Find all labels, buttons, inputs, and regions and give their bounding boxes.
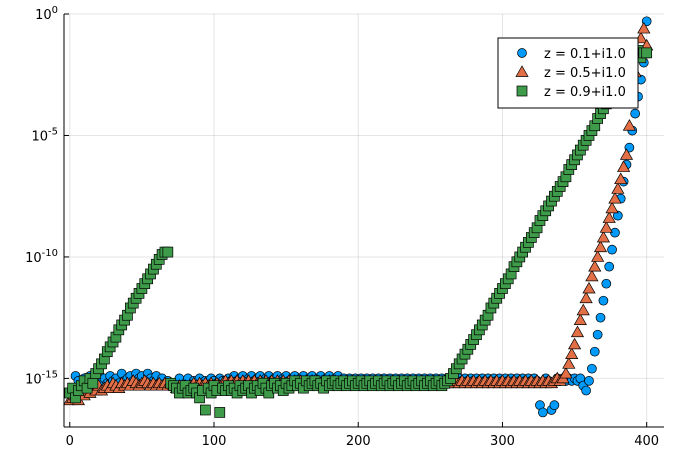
data-point	[537, 407, 548, 418]
data-point	[614, 172, 628, 185]
axes	[63, 13, 664, 428]
data-point	[593, 240, 608, 253]
legend-label: z = 0.5+i1.0	[544, 66, 626, 81]
data-point	[611, 182, 625, 194]
data-point	[592, 329, 603, 340]
data-point	[589, 346, 600, 357]
data-point	[612, 210, 623, 221]
data-point	[573, 313, 587, 325]
data-point	[630, 108, 641, 119]
data-point	[595, 312, 606, 323]
data-point	[601, 278, 612, 289]
y-tick-label: 100	[35, 5, 58, 23]
y-tick-exponent: -10	[42, 248, 58, 259]
legend-marker	[515, 65, 529, 77]
data-point	[585, 269, 599, 282]
data-point	[637, 21, 651, 34]
data-point	[641, 47, 653, 59]
data-point	[549, 400, 560, 410]
data-point	[602, 211, 616, 223]
x-tick-label: 300	[490, 434, 515, 449]
y-tick-label: 10-10	[25, 248, 58, 266]
data-point	[598, 295, 609, 306]
data-point	[605, 201, 619, 214]
legend-marker	[517, 48, 527, 58]
data-point	[587, 363, 597, 374]
data-point	[599, 221, 613, 233]
data-point	[622, 119, 636, 131]
data-point	[607, 244, 617, 255]
legend: z = 0.1+i1.0 z = 0.5+i1.0 z = 0.9+i1.0	[497, 37, 639, 109]
y-tick-base: 10	[35, 8, 52, 23]
data-point	[588, 259, 602, 272]
data-point	[579, 291, 593, 304]
data-point	[582, 281, 596, 294]
y-tick-exponent: -15	[42, 369, 58, 380]
x-tick-label: 400	[634, 434, 659, 449]
data-point	[591, 250, 605, 262]
data-point	[610, 227, 620, 238]
y-tick-base: 10	[25, 251, 42, 266]
data-point	[617, 160, 631, 172]
data-point	[565, 347, 579, 359]
data-point	[619, 148, 634, 160]
y-tick-label: 10-15	[25, 369, 58, 387]
data-point	[576, 303, 590, 316]
data-point	[567, 337, 582, 350]
data-point	[604, 261, 615, 272]
data-point	[87, 377, 99, 389]
y-tick-base: 10	[31, 129, 48, 144]
legend-marker	[516, 85, 528, 97]
data-point	[214, 407, 226, 418]
x-tick-label: 100	[202, 434, 227, 449]
legend-label: z = 0.9+i1.0	[544, 85, 626, 100]
x-tick-label: 0	[66, 434, 74, 449]
data-point	[562, 357, 576, 369]
data-point	[581, 385, 591, 396]
y-tick-base: 10	[25, 372, 42, 387]
y-tick-exponent: 0	[52, 5, 58, 16]
legend-label: z = 0.1+i1.0	[544, 47, 626, 62]
data-point	[559, 366, 573, 379]
data-point	[608, 191, 622, 204]
data-point	[584, 375, 594, 386]
data-point	[199, 404, 211, 416]
y-tick-exponent: -5	[48, 126, 58, 137]
data-point	[162, 246, 174, 258]
data-point	[570, 325, 585, 338]
x-tick-label: 200	[346, 434, 371, 449]
y-tick-label: 10-5	[31, 126, 58, 144]
data-point	[596, 230, 611, 243]
